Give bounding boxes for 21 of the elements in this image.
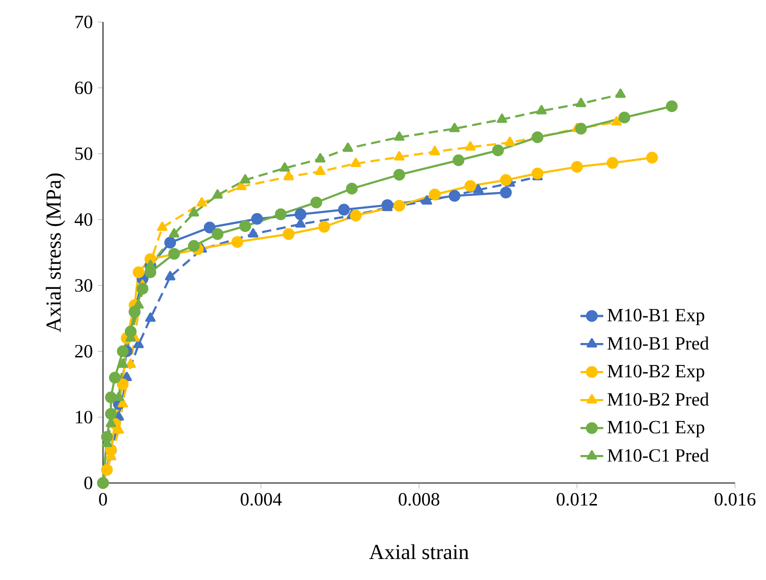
y-tick-label: 20	[75, 344, 92, 358]
legend-label: M10-C1 Exp	[608, 420, 704, 438]
x-tick-label: 0	[99, 493, 107, 506]
y-tick-label: 30	[75, 279, 92, 292]
x-tick-label: 0.004	[240, 493, 282, 506]
x-axis-title: Axial strain	[369, 544, 469, 560]
y-tick-label: 50	[75, 147, 92, 160]
y-tick-label: 10	[76, 410, 92, 424]
legend-label: M10-C1 Pred	[608, 448, 709, 462]
x-tick-label: 0.008	[398, 493, 440, 506]
y-tick-label: 60	[75, 82, 92, 94]
legend-label: M10-B2 Pred	[608, 392, 709, 406]
legend-label: M10-B1 Pred	[608, 336, 709, 350]
x-tick-label: 0.012	[556, 493, 597, 506]
y-axis-title: Axial stress (MPa)	[46, 173, 66, 332]
y-tick-label: 70	[76, 16, 92, 28]
legend-label: M10-B1 Exp	[608, 308, 704, 326]
x-tick-label: 0.016	[714, 493, 756, 506]
y-tick-label: 40	[74, 213, 92, 226]
legend-label: M10-B2 Exp	[608, 364, 704, 382]
y-tick-label: 0	[84, 476, 92, 490]
